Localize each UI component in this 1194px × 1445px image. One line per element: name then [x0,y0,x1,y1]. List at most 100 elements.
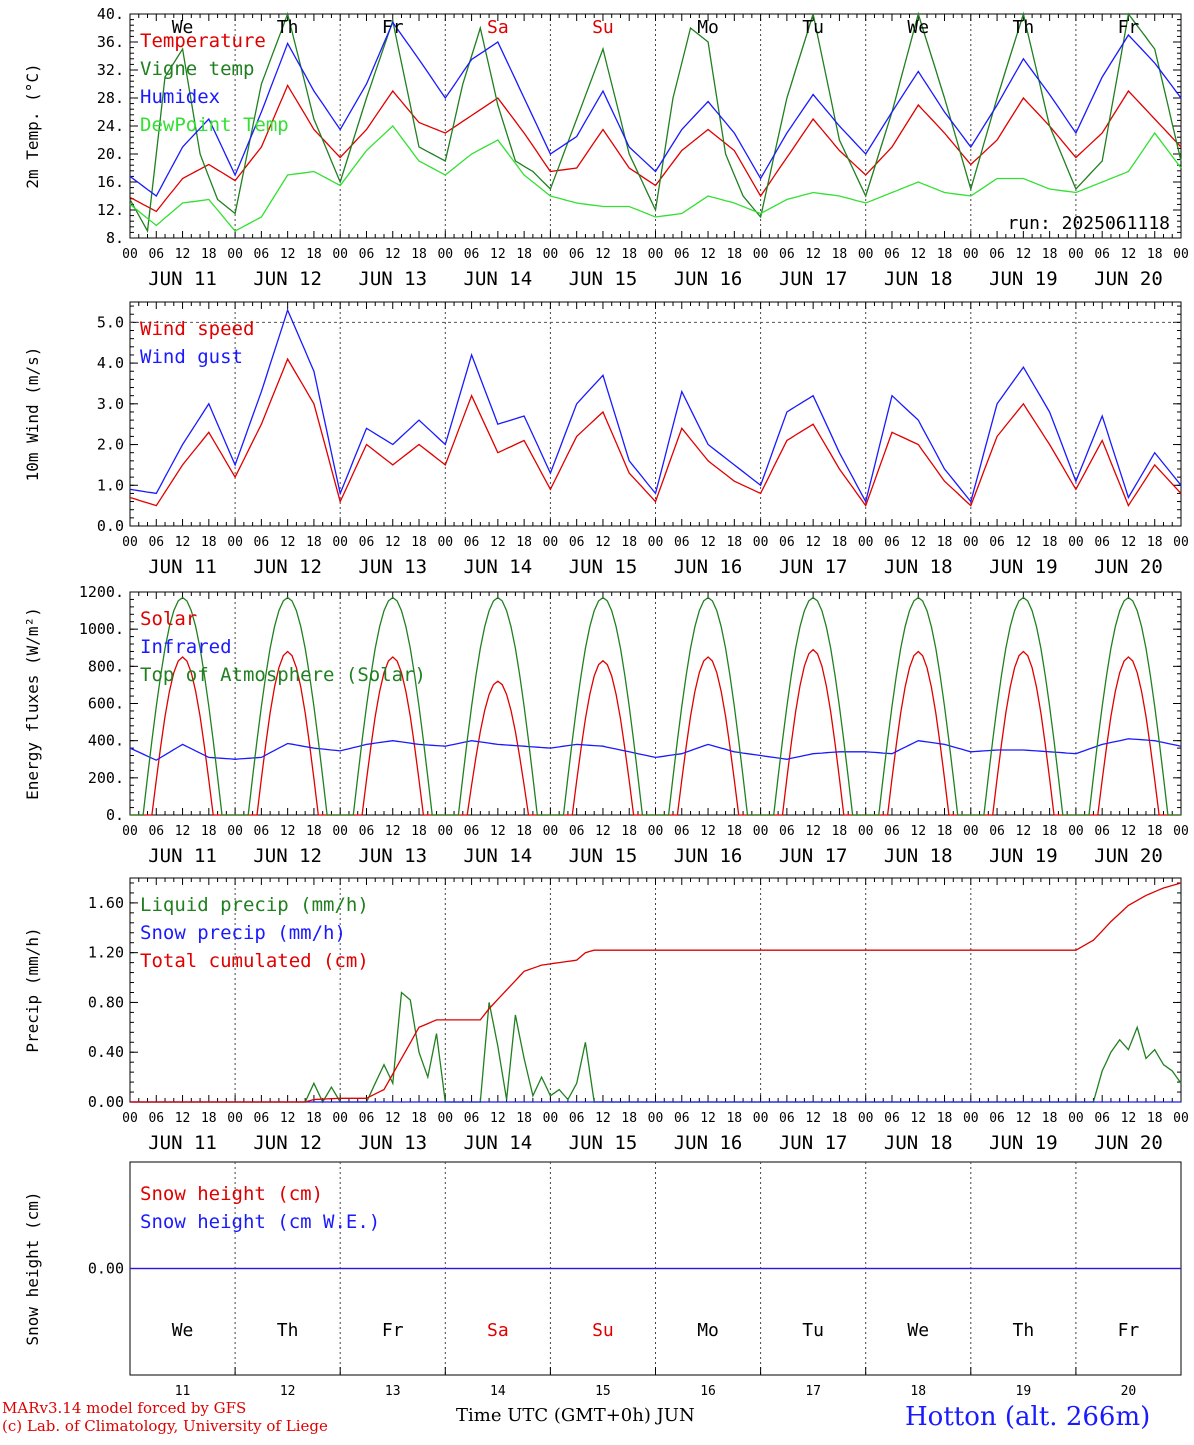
legend-entry: DewPoint Temp [140,114,289,136]
x-hour-label: 06 [569,1111,585,1126]
x-day-label: JUN 12 [253,268,322,290]
x-hour-label: 00 [858,535,874,550]
x-day-label: JUN 12 [253,1132,322,1154]
y-tick-label: 1000. [79,620,124,638]
legend-entry: Temperature [140,30,266,52]
weekday-label: We [172,1320,194,1341]
x-hour-label: 00 [227,1111,243,1126]
x-hour-label: 00 [227,247,243,262]
x-hour-label: 00 [122,535,138,550]
x-day-label: JUN 18 [884,1132,953,1154]
x-hour-label: 18 [832,1111,848,1126]
x-day-label: JUN 17 [779,556,848,578]
series-line-2 [130,882,1182,1103]
x-hour-label: 18 [832,824,848,839]
y-tick-label: 0. [106,806,124,824]
x-hour-label: 12 [490,824,506,839]
weekday-label: Th [1013,17,1035,38]
x-hour-label: 00 [122,824,138,839]
x-day-label: JUN 14 [464,556,533,578]
x-hour-label: 12 [490,1111,506,1126]
x-hour-label: 00 [1068,824,1084,839]
x-hour-label: 18 [937,824,953,839]
weekday-label: Fr [382,1320,404,1341]
x-hour-label: 18 [1042,247,1058,262]
x-hour-label: 12 [280,1111,296,1126]
x-hour-label: 00 [332,535,348,550]
x-daynum-label: 14 [490,1384,506,1399]
x-day-label: JUN 17 [779,845,848,867]
x-hour-label: 18 [832,247,848,262]
x-day-label: JUN 13 [358,268,427,290]
x-hour-label: 18 [726,535,742,550]
y-tick-label: 1200. [79,583,124,601]
x-hour-label: 12 [1121,824,1137,839]
x-hour-label: 06 [779,247,795,262]
x-hour-label: 12 [805,824,821,839]
x-day-label: JUN 20 [1094,268,1163,290]
x-hour-label: 00 [332,824,348,839]
y-tick-label: 24. [97,117,124,135]
x-day-label: JUN 12 [253,845,322,867]
x-hour-label: 06 [254,824,270,839]
x-day-label: JUN 15 [569,268,638,290]
legend-entry: Total cumulated (cm) [140,950,369,972]
x-hour-label: 18 [1042,1111,1058,1126]
x-hour-label: 00 [122,1111,138,1126]
x-hour-label: 06 [989,824,1005,839]
x-day-label: JUN 16 [674,268,743,290]
x-hour-label: 12 [595,824,611,839]
x-day-label: JUN 11 [148,845,217,867]
x-hour-label: 18 [937,1111,953,1126]
x-hour-label: 12 [805,247,821,262]
x-hour-label: 12 [1016,824,1032,839]
x-day-label: JUN 11 [148,1132,217,1154]
x-hour-label: 18 [1147,1111,1163,1126]
legend-entry: Wind gust [140,346,243,368]
y-axis-label: 2m Temp. (°C) [23,63,42,188]
y-tick-label: 0.40 [88,1043,124,1061]
y-tick-label: 0.00 [88,1260,124,1278]
x-day-label: JUN 11 [148,556,217,578]
series-line-3 [129,125,1182,232]
x-hour-label: 12 [910,824,926,839]
y-tick-label: 16. [97,173,124,191]
x-hour-label: 00 [543,1111,559,1126]
x-hour-label: 00 [963,824,979,839]
x-hour-label: 00 [437,824,453,839]
station-label: Hotton (alt. 266m) [905,1402,1151,1432]
x-daynum-label: 15 [595,1384,611,1399]
y-tick-label: 200. [88,769,124,787]
x-hour-label: 12 [175,535,191,550]
series-line-1 [129,11,1182,234]
x-hour-label: 12 [1121,535,1137,550]
y-tick-label: 1.0 [97,476,124,494]
x-hour-label: 00 [437,247,453,262]
x-day-label: JUN 16 [674,1132,743,1154]
x-hour-label: 18 [516,535,532,550]
x-daynum-label: 18 [910,1384,926,1399]
x-hour-label: 18 [937,247,953,262]
x-hour-label: 06 [569,247,585,262]
x-hour-label: 12 [910,1111,926,1126]
weekday-label: Su [592,17,614,38]
x-daynum-label: 13 [385,1384,401,1399]
series-line-2 [129,21,1182,197]
x-hour-label: 00 [437,535,453,550]
weekday-label: Su [592,1320,614,1341]
x-day-label: JUN 19 [989,845,1058,867]
x-hour-label: 18 [306,247,322,262]
x-hour-label: 06 [989,247,1005,262]
x-hour-label: 12 [1121,247,1137,262]
x-hour-label: 06 [884,247,900,262]
weekday-label: Th [277,17,299,38]
x-day-label: JUN 20 [1094,845,1163,867]
x-hour-label: 12 [280,824,296,839]
x-hour-label: 18 [621,1111,637,1126]
x-hour-label: 12 [805,1111,821,1126]
y-tick-label: 3.0 [97,395,124,413]
legend-entry: Top of Atmosphere (Solar) [140,664,426,686]
series-line-1 [129,308,1182,504]
x-day-label: JUN 13 [358,556,427,578]
x-hour-label: 18 [726,1111,742,1126]
